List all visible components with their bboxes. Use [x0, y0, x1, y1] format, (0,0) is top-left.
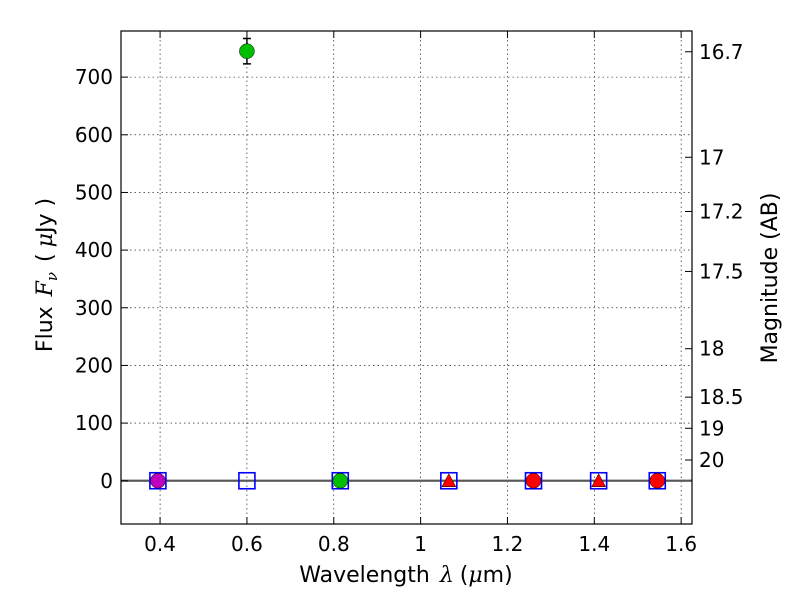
- open-square-marker: [331, 471, 350, 490]
- grid: [121, 31, 692, 524]
- y2-tick-label: 17.5: [699, 259, 744, 283]
- y-tick-label: 300: [75, 296, 113, 320]
- x-tick-label: 0.4: [144, 532, 176, 556]
- open-square-marker: [524, 471, 543, 490]
- circle-marker: [332, 473, 349, 489]
- y-tick-label: 500: [75, 180, 113, 204]
- plot-area-frame: [120, 30, 693, 525]
- triangle-marker: [591, 473, 607, 488]
- y-axis-label-unit-rest: Jy ): [33, 198, 58, 235]
- x-axis-label-symbol: λ: [439, 563, 454, 588]
- x-axis-label: Wavelength λ (μm): [299, 563, 512, 588]
- y2-tick-label: 18.5: [699, 385, 744, 409]
- open-square-marker: [149, 471, 167, 490]
- open-square-marker: [440, 471, 458, 490]
- y2-tick-label: 18: [699, 337, 724, 361]
- y-tick-label: 700: [75, 65, 113, 89]
- y2-tick-label: 17.2: [699, 199, 744, 223]
- open-square-marker: [589, 471, 608, 490]
- x-tick-label: 1.4: [578, 532, 610, 556]
- data-marks: [149, 37, 667, 490]
- axis-ticks: 0.4 0.6 0.8 1 1.2 1.4 1.6 0 100 200 300 400 500 600 70…: [75, 31, 744, 556]
- y-tick-label: 400: [75, 238, 113, 262]
- triangle-marker: [441, 473, 457, 488]
- circle-marker: [525, 473, 542, 489]
- y-tick-label: 100: [75, 411, 113, 435]
- y-tick-label: 200: [75, 353, 113, 377]
- circle-marker: [239, 43, 255, 59]
- x-axis-label-prefix: Wavelength: [299, 563, 430, 588]
- x-axis-label-unit-open: (: [460, 563, 469, 588]
- x-axis-label-unit-symbol: μ: [468, 563, 482, 588]
- x-tick-label: 0.6: [231, 532, 263, 556]
- y-tick-label: 0: [100, 469, 113, 493]
- y-axis-label-prefix: Flux: [33, 306, 58, 352]
- y2-tick-label: 20: [699, 448, 724, 472]
- x-axis-label-unit-rest: m): [483, 563, 513, 588]
- open-square-marker: [238, 471, 256, 490]
- y2-axis-label: Magnitude (AB): [758, 193, 783, 364]
- y-axis-label-unit-symbol: μ: [33, 233, 58, 247]
- y-axis-label: Flux Fν ( μJy ): [33, 198, 61, 352]
- x-tick-label: 1: [414, 532, 427, 556]
- x-tick-label: 1.2: [492, 532, 524, 556]
- circle-marker: [649, 473, 666, 489]
- y2-tick-label: 16.7: [699, 40, 744, 64]
- y-tick-label: 600: [75, 123, 113, 147]
- x-tick-label: 0.8: [318, 532, 350, 556]
- y-axis-label-unit-open: (: [33, 253, 58, 262]
- y2-tick-label: 17: [699, 145, 724, 169]
- x-tick-label: 1.6: [665, 532, 697, 556]
- circle-marker: [150, 473, 166, 489]
- y2-tick-label: 19: [699, 416, 724, 440]
- y-axis-label-subscript: ν: [43, 272, 61, 281]
- y-axis-label-symbol: F: [33, 280, 58, 297]
- open-square-marker: [648, 471, 667, 490]
